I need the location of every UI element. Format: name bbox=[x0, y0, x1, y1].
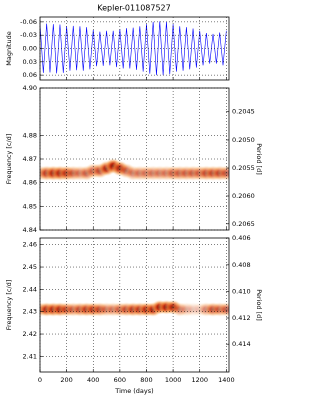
figure: Kepler-011087527 -0.06 -0.03 0.00 0.03 0.06 M… bbox=[5, 4, 263, 396]
y-axis-label: Magnitude bbox=[5, 31, 13, 65]
x-tick-label: 800 bbox=[140, 376, 152, 384]
y2-tick-label: 0.406 bbox=[232, 234, 251, 242]
y-tick-label: -0.03 bbox=[20, 31, 37, 39]
y2-axis-label: Period [d] bbox=[255, 143, 263, 175]
x-tick-label: 1400 bbox=[218, 376, 235, 384]
x-axis-label: Time (days) bbox=[114, 387, 153, 395]
panel-frame bbox=[39, 237, 230, 373]
chart-title: Kepler-011087527 bbox=[97, 4, 170, 13]
y-tick-label: 4.88 bbox=[23, 131, 37, 139]
y-tick-label: 2.42 bbox=[23, 330, 37, 338]
y-tick-label: 4.85 bbox=[23, 202, 37, 210]
y-tick-label: 2.41 bbox=[23, 352, 37, 360]
y2-tick-label: 0.412 bbox=[232, 314, 251, 322]
x-tick-label: 0 bbox=[38, 376, 42, 384]
y2-tick-label: 0.2065 bbox=[232, 220, 255, 228]
plot-area bbox=[40, 21, 227, 76]
y2-tick-label: 0.2055 bbox=[232, 164, 255, 172]
plot-area bbox=[40, 299, 229, 317]
y-axis-label: Frequency [c/d] bbox=[5, 134, 13, 185]
y2-tick-label: 0.2050 bbox=[232, 136, 255, 144]
y-tick-label: 0.00 bbox=[23, 45, 37, 53]
y-tick-label: 4.86 bbox=[23, 179, 37, 187]
y2-tick-label: 0.408 bbox=[232, 261, 251, 269]
x-tick-label: 200 bbox=[60, 376, 72, 384]
y2-tick-label: 0.2045 bbox=[232, 108, 255, 116]
y-tick-label: 2.43 bbox=[23, 308, 37, 316]
y2-tick-label: 0.414 bbox=[232, 340, 251, 348]
x-tick-label: 1000 bbox=[165, 376, 182, 384]
y-tick-label: 4.87 bbox=[23, 155, 37, 163]
y-tick-label: 2.46 bbox=[23, 241, 37, 249]
y-tick-label: 0.03 bbox=[23, 58, 37, 66]
y2-tick-label: 0.410 bbox=[232, 288, 251, 296]
panel-frame bbox=[39, 87, 230, 231]
y-tick-label: 4.84 bbox=[23, 226, 37, 234]
y2-tick-label: 0.2060 bbox=[232, 192, 255, 200]
x-tick-label: 600 bbox=[114, 376, 126, 384]
y-tick-label: 4.90 bbox=[23, 84, 37, 92]
y-axis-label: Frequency [c/d] bbox=[5, 280, 13, 331]
y-tick-label: 2.45 bbox=[23, 263, 37, 271]
x-tick-label: 1200 bbox=[191, 376, 208, 384]
y2-axis-label: Period [d] bbox=[255, 289, 263, 321]
y-tick-label: -0.06 bbox=[20, 18, 37, 26]
panel-frame bbox=[39, 16, 230, 81]
light-curve bbox=[40, 21, 227, 76]
plot-area bbox=[40, 158, 229, 182]
x-tick-label: 400 bbox=[87, 376, 99, 384]
y-tick-label: 0.06 bbox=[23, 71, 37, 79]
y-tick-label: 2.44 bbox=[23, 285, 37, 293]
